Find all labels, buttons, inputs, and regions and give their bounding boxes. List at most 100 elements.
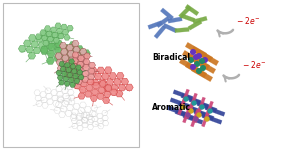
- Circle shape: [186, 113, 190, 117]
- Text: Aromatic: Aromatic: [152, 103, 191, 112]
- Polygon shape: [57, 65, 64, 71]
- Polygon shape: [188, 93, 197, 111]
- Polygon shape: [28, 52, 36, 59]
- Circle shape: [194, 117, 198, 121]
- Polygon shape: [57, 75, 63, 80]
- Polygon shape: [90, 95, 98, 101]
- Polygon shape: [77, 61, 84, 67]
- Circle shape: [194, 55, 198, 59]
- Polygon shape: [182, 50, 204, 66]
- Polygon shape: [70, 69, 78, 75]
- Polygon shape: [148, 21, 162, 29]
- Polygon shape: [163, 23, 177, 33]
- Polygon shape: [70, 64, 76, 69]
- Polygon shape: [55, 23, 61, 28]
- Polygon shape: [33, 47, 41, 54]
- Polygon shape: [78, 75, 84, 80]
- Polygon shape: [110, 89, 118, 95]
- Polygon shape: [185, 62, 207, 78]
- Polygon shape: [167, 106, 187, 116]
- Polygon shape: [181, 89, 190, 107]
- Polygon shape: [197, 50, 219, 66]
- Circle shape: [181, 105, 185, 109]
- Polygon shape: [92, 79, 99, 86]
- Polygon shape: [188, 20, 202, 30]
- Polygon shape: [76, 65, 83, 71]
- Polygon shape: [82, 50, 90, 57]
- Polygon shape: [70, 82, 76, 87]
- Polygon shape: [104, 67, 112, 74]
- Polygon shape: [43, 36, 51, 43]
- Polygon shape: [78, 56, 84, 61]
- Polygon shape: [65, 60, 72, 66]
- Polygon shape: [59, 61, 65, 67]
- Polygon shape: [23, 40, 31, 47]
- Polygon shape: [74, 53, 81, 59]
- Polygon shape: [61, 45, 70, 51]
- Polygon shape: [191, 66, 213, 82]
- Polygon shape: [85, 91, 92, 97]
- Polygon shape: [66, 45, 74, 51]
- Polygon shape: [72, 40, 79, 47]
- Polygon shape: [48, 43, 56, 50]
- Circle shape: [191, 50, 195, 54]
- Polygon shape: [87, 79, 94, 85]
- Polygon shape: [104, 91, 111, 97]
- Polygon shape: [76, 79, 82, 85]
- Polygon shape: [202, 109, 211, 127]
- Circle shape: [189, 58, 193, 62]
- Polygon shape: [53, 38, 60, 43]
- Polygon shape: [71, 69, 77, 74]
- Polygon shape: [63, 76, 69, 81]
- Polygon shape: [99, 79, 106, 86]
- Polygon shape: [58, 80, 64, 85]
- Circle shape: [200, 59, 204, 63]
- Polygon shape: [88, 68, 95, 74]
- Polygon shape: [64, 81, 70, 86]
- Polygon shape: [51, 37, 58, 44]
- Polygon shape: [63, 61, 70, 67]
- Polygon shape: [194, 110, 214, 120]
- Polygon shape: [80, 81, 87, 87]
- Polygon shape: [64, 63, 70, 68]
- Circle shape: [200, 105, 204, 109]
- Polygon shape: [70, 69, 77, 75]
- Polygon shape: [98, 87, 105, 93]
- Polygon shape: [68, 49, 76, 56]
- Polygon shape: [77, 70, 83, 75]
- Polygon shape: [126, 84, 133, 91]
- Polygon shape: [191, 46, 213, 62]
- Circle shape: [184, 97, 188, 101]
- Polygon shape: [82, 61, 89, 67]
- Polygon shape: [205, 101, 214, 119]
- Polygon shape: [54, 54, 62, 61]
- Polygon shape: [178, 6, 191, 18]
- Polygon shape: [66, 68, 72, 73]
- Polygon shape: [47, 36, 54, 42]
- Polygon shape: [69, 59, 74, 64]
- Polygon shape: [109, 73, 117, 79]
- Polygon shape: [154, 25, 166, 39]
- Polygon shape: [75, 59, 82, 65]
- Polygon shape: [186, 106, 206, 116]
- Polygon shape: [68, 77, 74, 83]
- Polygon shape: [89, 62, 95, 68]
- Polygon shape: [54, 47, 62, 54]
- Polygon shape: [181, 94, 201, 104]
- Polygon shape: [194, 58, 216, 74]
- Polygon shape: [70, 63, 77, 69]
- Polygon shape: [88, 74, 94, 80]
- Polygon shape: [61, 51, 69, 58]
- Polygon shape: [185, 101, 194, 119]
- Polygon shape: [114, 78, 121, 85]
- Polygon shape: [173, 90, 193, 100]
- Polygon shape: [28, 35, 36, 41]
- Polygon shape: [56, 59, 63, 65]
- Polygon shape: [41, 30, 49, 37]
- Polygon shape: [40, 46, 48, 53]
- Polygon shape: [181, 14, 195, 22]
- Polygon shape: [97, 67, 105, 74]
- Circle shape: [191, 65, 195, 69]
- Polygon shape: [189, 98, 209, 108]
- Polygon shape: [170, 98, 190, 108]
